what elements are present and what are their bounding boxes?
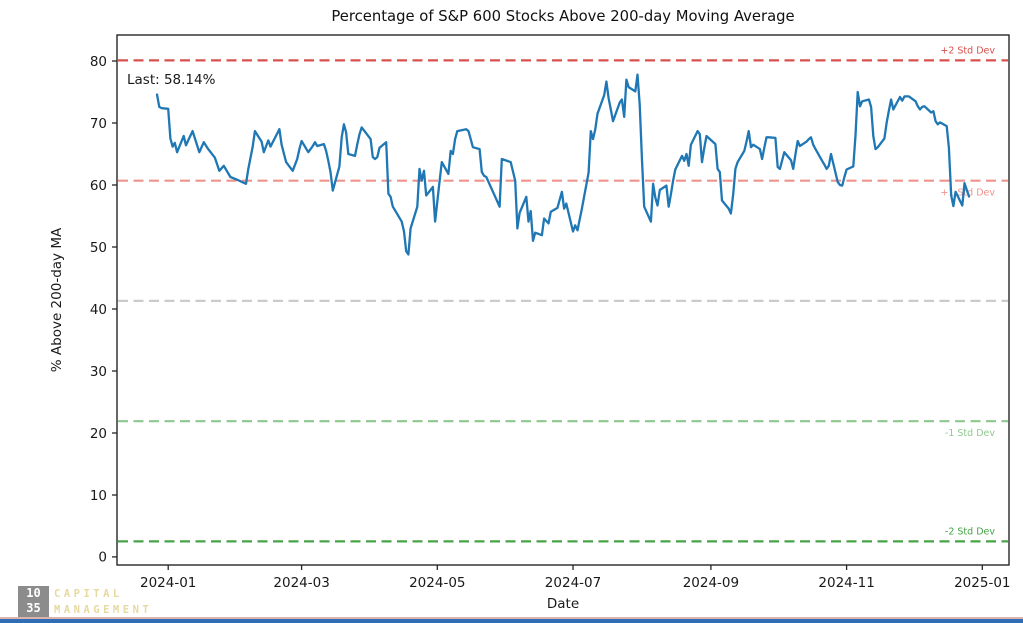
x-axis-label: Date xyxy=(546,596,580,612)
y-tick-label: 70 xyxy=(90,116,107,132)
logo-word-capital: CAPITAL xyxy=(54,588,123,600)
y-tick-label: 0 xyxy=(98,550,107,566)
x-tick-label: 2024-01 xyxy=(140,575,196,591)
capital-management-logo: 10 35 CAPITAL MANAGEMENT xyxy=(18,586,152,618)
ref-line-label-3: -1 Std Dev xyxy=(945,428,995,439)
footer-strip-red xyxy=(0,617,1023,619)
y-tick-label: 20 xyxy=(90,426,107,442)
y-tick-label: 30 xyxy=(90,364,107,380)
x-tick-label: 2024-03 xyxy=(273,575,329,591)
y-tick-label: 40 xyxy=(90,302,107,318)
chart-title: Percentage of S&P 600 Stocks Above 200-d… xyxy=(331,8,795,25)
x-tick-label: 2025-01 xyxy=(954,575,1010,591)
logo-box-bottom: 35 xyxy=(26,601,41,615)
y-axis-label: % Above 200-day MA xyxy=(49,227,65,373)
ref-line-label-0: +2 Std Dev xyxy=(940,45,995,56)
y-tick-label: 10 xyxy=(90,488,107,504)
x-tick-label: 2024-11 xyxy=(818,575,874,591)
series-line xyxy=(155,73,971,256)
y-tick-label: 80 xyxy=(90,54,107,70)
logo-wordmark: CAPITAL MANAGEMENT xyxy=(54,586,152,618)
y-tick-label: 60 xyxy=(90,178,107,194)
logo-box-top: 10 xyxy=(26,586,41,600)
x-tick-label: 2024-07 xyxy=(545,575,601,591)
last-value-annotation: Last: 58.14% xyxy=(127,72,216,88)
y-tick-label: 50 xyxy=(90,240,107,256)
x-tick-label: 2024-05 xyxy=(409,575,465,591)
footer-strip-blue xyxy=(0,619,1023,623)
x-tick-label: 2024-09 xyxy=(683,575,739,591)
logo-word-management: MANAGEMENT xyxy=(54,603,153,616)
axes-spines xyxy=(116,34,1010,566)
logo-1035-box: 10 35 xyxy=(18,586,49,617)
ref-line-label-4: -2 Std Dev xyxy=(945,526,995,537)
